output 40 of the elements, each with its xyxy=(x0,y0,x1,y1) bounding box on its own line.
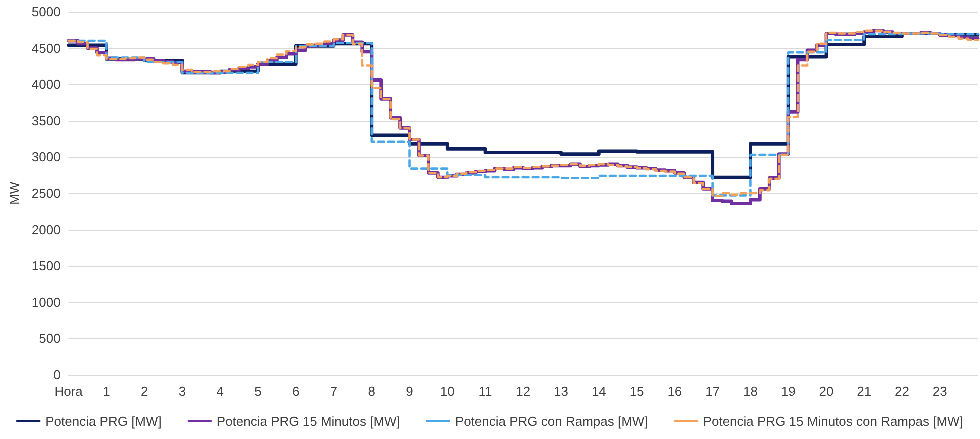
legend-label: Potencia PRG [MW] xyxy=(46,414,162,429)
x-tick-label: 2 xyxy=(140,384,148,399)
x-tick-label: 19 xyxy=(781,384,796,399)
x-tick-label: 6 xyxy=(292,384,300,399)
x-tick-label: 3 xyxy=(178,384,186,399)
x-tick-label: 5 xyxy=(254,384,262,399)
x-tick-label: 16 xyxy=(668,384,682,399)
x-tick-label: 17 xyxy=(706,384,720,399)
x-tick-label: 18 xyxy=(743,384,758,399)
x-tick-label: 7 xyxy=(330,384,338,399)
x-tick-label: 20 xyxy=(819,384,834,399)
x-tick-label: 9 xyxy=(406,384,414,399)
x-tick-label: 15 xyxy=(630,384,644,399)
y-tick-label: 0 xyxy=(54,368,61,382)
y-tick-label: 5000 xyxy=(32,4,61,20)
x-tick-label: 12 xyxy=(516,384,531,399)
x-tick-label: 22 xyxy=(895,384,910,399)
y-tick-label: 500 xyxy=(39,331,61,346)
y-tick-label: 2000 xyxy=(32,222,61,238)
x-tick-label: 13 xyxy=(554,384,569,399)
x-tick-label: 1 xyxy=(103,384,110,399)
legend-label: Potencia PRG 15 Minutos con Rampas [MW] xyxy=(703,414,964,429)
x-tick-label: 11 xyxy=(478,384,492,399)
x-tick-label: 4 xyxy=(216,384,224,399)
y-tick-label: 1000 xyxy=(32,294,61,310)
y-tick-label: 4000 xyxy=(32,77,61,92)
y-tick-label: 2500 xyxy=(32,186,61,201)
y-tick-label: 1500 xyxy=(32,258,61,274)
y-tick-label: 3500 xyxy=(32,113,61,128)
y-tick-label: 4500 xyxy=(32,40,61,56)
x-tick-label: 21 xyxy=(857,384,872,399)
x-tick-label: 14 xyxy=(592,384,606,399)
x-tick-label: 23 xyxy=(932,384,948,399)
x-tick-label: 10 xyxy=(440,384,455,399)
y-tick-label: 3000 xyxy=(32,150,61,165)
y-axis-title: MW xyxy=(7,181,22,206)
legend-label: Potencia PRG con Rampas [MW] xyxy=(455,414,648,429)
x-tick-label: Hora xyxy=(54,384,84,399)
legend-label: Potencia PRG 15 Minutos [MW] xyxy=(216,414,400,429)
x-tick-label: 8 xyxy=(368,384,376,399)
